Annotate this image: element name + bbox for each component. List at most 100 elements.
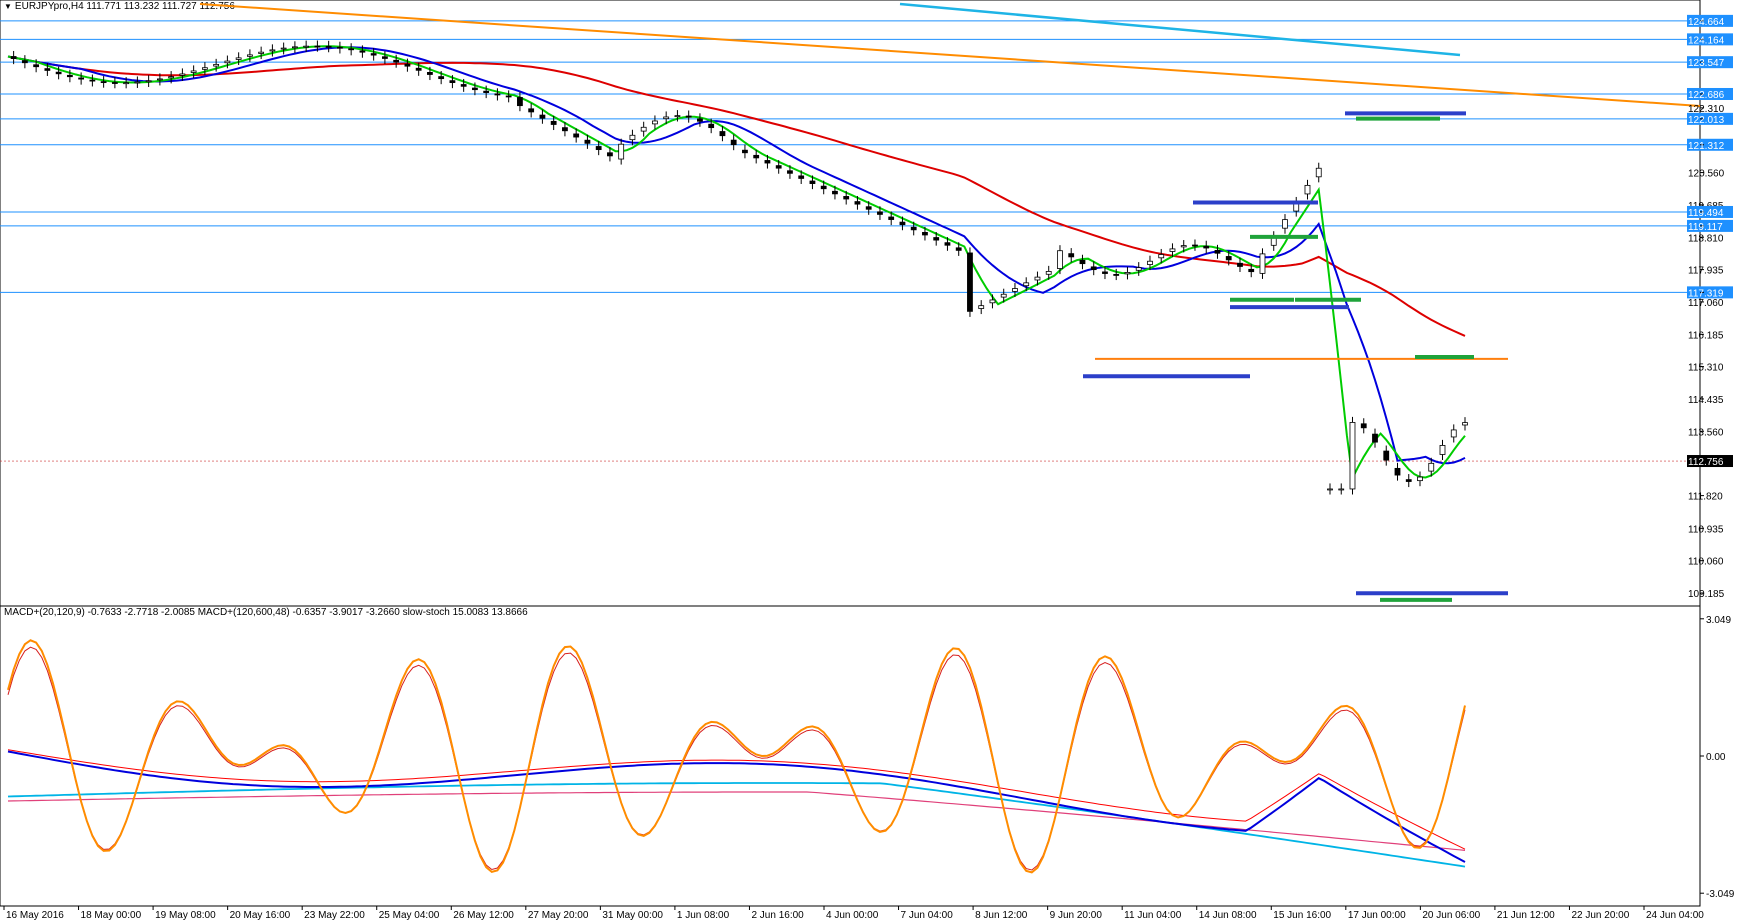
level-price-tag [1687,33,1733,46]
macd-tick-label: 3.049 [1706,615,1731,626]
horizontal-levels [0,20,1700,462]
candle-body [111,82,118,84]
time-tick-label: 17 Jun 00:00 [1348,910,1406,921]
candle-body [877,211,883,215]
candle-body [798,175,805,179]
candle-body [1000,293,1007,298]
price-tick-label: 120.560 [1688,169,1725,180]
candle-body [134,81,141,84]
level-price-tag [1687,286,1733,299]
candle-body [449,80,456,84]
candle-body [337,46,343,49]
candle-body [584,139,591,144]
price-tick-label: 110.060 [1688,557,1724,568]
price-tick-label: 117.935 [1688,266,1724,277]
time-tick-label: 18 May 00:00 [81,910,142,921]
candle-body [955,247,962,251]
price-tick-label: 124.664 [1688,17,1725,28]
price-tick-label: 110.935 [1688,524,1724,535]
macd-blue-line [7,750,1466,863]
candle-body [1304,184,1311,195]
candle-body [1282,219,1288,229]
candle-body [764,160,771,164]
candle-body [1023,282,1030,287]
candle-body [1237,262,1243,267]
price-axis: 124.664 124.164 123.547 122.686 122.310122.0… [1687,14,1733,600]
support-resistance-zones [1083,111,1508,602]
green-moving-average [7,45,1466,482]
level-price-tag [1687,87,1733,100]
candle-body [1462,422,1468,426]
candle-body [719,131,726,137]
candle-body [280,47,287,50]
time-tick-label: 15 Jun 16:00 [1273,910,1331,921]
trend-lines [199,2,1701,107]
candle-body [1169,248,1176,252]
candle-body [269,49,276,52]
candle-body [370,53,377,56]
candle-body [1034,276,1041,281]
caret-down-icon[interactable]: ▼ [4,2,12,11]
candle-body [967,252,973,312]
price-tick-label: 124.164 [1688,35,1725,46]
price-tick-label: 122.686 [1688,90,1725,101]
candle-body [89,79,96,82]
macd-tick-label: -3.049 [1706,889,1735,900]
time-tick-label: 1 Jun 08:00 [677,910,730,921]
time-tick-label: 11 Jun 04:00 [1124,910,1182,921]
price-tick-label: 116.185 [1688,330,1724,341]
macd-tick-label: 0.00 [1706,752,1726,763]
candle-body [179,73,186,76]
candle-body [820,185,827,190]
macd-signal-line [7,749,1466,850]
candle-body [978,305,985,309]
time-tick-label: 24 Jun 04:00 [1646,910,1704,921]
candle-body [33,64,40,68]
indicator-panel-frame [0,605,1701,907]
candle-body [1158,254,1165,259]
indicator-header: MACD+(20,120,9) -0.7633 -2.7718 -2.0085 … [4,607,528,618]
candle-body [899,221,906,226]
candle-body [1372,433,1378,443]
orange-trend-line [199,3,1701,107]
level-price-tag [1687,56,1733,69]
candle-body [10,56,17,60]
candle-body [168,76,175,79]
candle-body [1417,476,1423,482]
time-tick-label: 14 Jun 08:00 [1199,910,1257,921]
macd-pink-line [7,791,1466,851]
time-tick-label: 2 Jun 16:00 [751,910,804,921]
candle-body [382,56,388,59]
candle-body [1147,260,1153,265]
candle-body [438,76,445,80]
candle-body [787,170,793,174]
time-tick-label: 16 May 2016 [6,910,64,921]
candle-body [156,78,163,81]
time-tick-label: 4 Jun 00:00 [826,910,879,921]
level-price-tag [1687,138,1733,151]
candle-body [1360,423,1367,429]
candle-body [100,81,107,84]
candle-body [1405,479,1412,482]
level-price-tag [1687,112,1733,125]
candle-body [1248,268,1255,273]
candle-body [145,80,152,83]
candle-body [55,71,62,75]
price-tick-label: 122.013 [1688,115,1725,126]
candle-body [303,45,310,48]
blue-moving-average [7,46,1466,465]
candle-body [44,68,51,71]
candle-body [325,45,332,48]
price-tick-label: 114.435 [1688,395,1724,406]
candle-body [1124,272,1131,275]
candle-body [573,133,580,138]
time-tick-label: 20 May 16:00 [230,910,291,921]
level-price-tag [1687,219,1733,232]
candle-body [1068,253,1075,258]
candle-body [123,82,130,85]
price-tick-label: 123.547 [1688,58,1725,69]
candle-body [415,67,422,71]
candle-body [775,165,782,169]
